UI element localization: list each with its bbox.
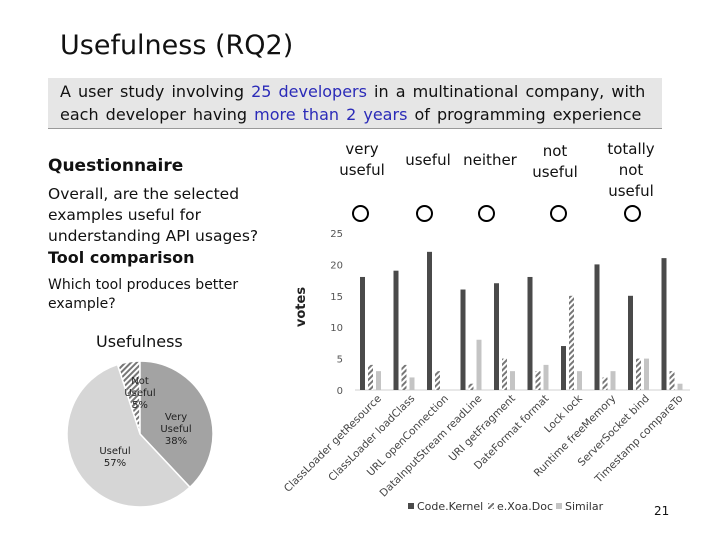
bar-code-kernel bbox=[527, 276, 533, 390]
bar-exoadoc bbox=[368, 364, 373, 390]
legend-swatch-exoadoc bbox=[488, 503, 494, 509]
radio-useful[interactable] bbox=[416, 205, 433, 222]
y-tick-label: 5 bbox=[337, 355, 343, 366]
bar-code-kernel bbox=[561, 346, 566, 390]
usefulness-pie-chart: Not Useful 5%Very Useful 38% Useful 57% bbox=[66, 360, 214, 508]
pie-label-useful: Useful 57% bbox=[99, 446, 130, 469]
legend-label-code-kernel: Code.Kernel bbox=[417, 500, 483, 513]
legend-label-similar: Similar bbox=[565, 500, 604, 513]
bar-exoadoc bbox=[569, 295, 574, 390]
radio-very-useful[interactable] bbox=[352, 205, 369, 222]
bar-exoadoc bbox=[468, 383, 474, 390]
intro-part-1: A user study involving bbox=[60, 82, 252, 101]
scale-label-not-useful: not useful bbox=[532, 142, 578, 181]
y-tick-label: 0 bbox=[337, 386, 343, 397]
scale-label-totally-not-useful: totally not useful bbox=[607, 140, 655, 200]
pie-label-very-useful: Very Useful 38% bbox=[160, 412, 191, 447]
intro-divider bbox=[48, 128, 662, 129]
bar-exoadoc bbox=[401, 364, 407, 390]
page-number: 21 bbox=[654, 504, 670, 518]
intro-background bbox=[48, 78, 662, 128]
bar-code-kernel bbox=[427, 251, 432, 390]
questionnaire-heading: Questionnaire bbox=[48, 156, 184, 176]
intro-text: A user study involving 25 developers in … bbox=[60, 80, 660, 126]
bar-exoadoc bbox=[636, 358, 641, 390]
intro-highlight-years: more than 2 years bbox=[254, 105, 408, 124]
intro-highlight-developers: 25 developers bbox=[251, 82, 367, 101]
bar-similar bbox=[543, 364, 549, 390]
bar-similar bbox=[610, 371, 616, 390]
y-axis-label: votes bbox=[294, 287, 309, 327]
bar-code-kernel bbox=[494, 283, 499, 390]
bar-code-kernel bbox=[628, 295, 633, 390]
bar-code-kernel bbox=[594, 264, 600, 390]
bar-code-kernel bbox=[661, 258, 667, 390]
legend-label-exoadoc: e.Xoa.Doc bbox=[497, 500, 553, 513]
bar-code-kernel bbox=[393, 270, 399, 390]
scale-label-very-useful: very useful bbox=[339, 140, 385, 179]
bar-code-kernel bbox=[360, 276, 365, 390]
bar-similar bbox=[644, 358, 649, 390]
y-tick-label: 20 bbox=[330, 260, 343, 271]
radio-totally-not-useful[interactable] bbox=[624, 205, 641, 222]
pie-label-not-useful: Not Useful 5% bbox=[124, 376, 155, 411]
legend-swatch-code-kernel bbox=[408, 503, 414, 509]
bar-code-kernel bbox=[460, 289, 466, 390]
pie-slice-useful bbox=[66, 363, 192, 508]
intro-part-2: in a multinational company, with each de… bbox=[60, 82, 646, 124]
slide-title: Usefulness (RQ2) bbox=[60, 30, 294, 61]
bar-exoadoc bbox=[602, 377, 608, 390]
pie-slice-very-useful bbox=[139, 360, 214, 489]
y-tick-label: 15 bbox=[330, 292, 343, 303]
bar-similar bbox=[677, 383, 683, 390]
y-tick-label: 10 bbox=[330, 323, 343, 334]
bar-similar bbox=[376, 371, 381, 390]
scale-label-neither: neither bbox=[463, 151, 517, 169]
intro-part-3: of programming experience bbox=[407, 105, 642, 124]
bar-exoadoc bbox=[502, 358, 507, 390]
bar-similar bbox=[510, 371, 515, 390]
bar-similar bbox=[476, 339, 482, 390]
pie-chart-title: Usefulness bbox=[96, 332, 183, 351]
tool-comparison-heading: Tool comparison bbox=[48, 248, 195, 267]
y-tick-label: 25 bbox=[330, 229, 343, 240]
bar-exoadoc bbox=[435, 371, 440, 390]
scale-label-useful: useful bbox=[405, 151, 451, 169]
tool-question-text: Which tool produces better example? bbox=[48, 277, 239, 312]
bar-exoadoc bbox=[669, 371, 675, 390]
radio-neither[interactable] bbox=[478, 205, 495, 222]
question-text: Overall, are the selected examples usefu… bbox=[48, 185, 259, 245]
bar-similar bbox=[577, 371, 582, 390]
legend-swatch-similar bbox=[556, 503, 562, 509]
bar-exoadoc bbox=[535, 371, 541, 390]
radio-not-useful[interactable] bbox=[550, 205, 567, 222]
bar-similar bbox=[409, 377, 415, 390]
